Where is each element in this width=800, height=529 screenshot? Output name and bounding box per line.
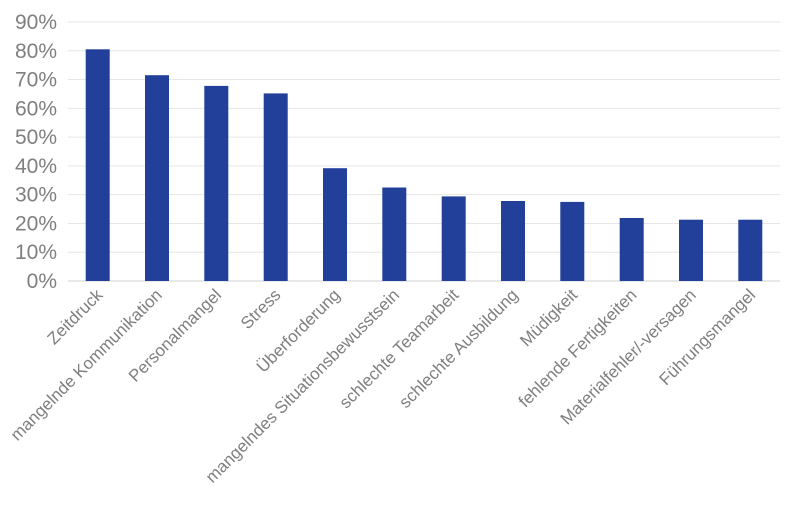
bar bbox=[85, 49, 110, 281]
x-category-label: fehlende Fertigkeiten bbox=[515, 285, 641, 411]
bar bbox=[263, 93, 288, 282]
y-tick-label: 50% bbox=[15, 126, 57, 149]
bar bbox=[619, 218, 644, 281]
bar bbox=[560, 201, 585, 281]
bar bbox=[382, 187, 407, 281]
y-tick-label: 30% bbox=[15, 184, 57, 207]
y-tick-label: 90% bbox=[15, 11, 57, 34]
bar bbox=[323, 168, 347, 281]
gridlines bbox=[68, 21, 780, 282]
bars bbox=[85, 49, 763, 282]
bar bbox=[204, 85, 229, 282]
bar bbox=[441, 196, 466, 281]
y-tick-label: 0% bbox=[27, 270, 57, 293]
y-axis-tick-labels: 0% 10% 20% 30% 40% 50% 60% 70% 80% 90% bbox=[15, 11, 57, 293]
y-tick-label: 40% bbox=[15, 155, 57, 178]
y-tick-label: 20% bbox=[15, 212, 57, 235]
x-category-label: schlechte Teamarbeit bbox=[336, 285, 463, 412]
bar bbox=[738, 219, 763, 281]
x-category-label: schlechte Ausbildung bbox=[395, 285, 521, 411]
x-category-label: Zeitdruck bbox=[44, 285, 107, 348]
bar bbox=[501, 201, 525, 281]
y-tick-label: 10% bbox=[15, 241, 57, 264]
bar bbox=[679, 219, 703, 281]
y-tick-label: 70% bbox=[15, 69, 57, 92]
y-tick-label: 60% bbox=[15, 97, 57, 120]
y-tick-label: 80% bbox=[15, 40, 57, 63]
x-category-label: Stress bbox=[237, 285, 285, 333]
bar bbox=[145, 75, 169, 281]
